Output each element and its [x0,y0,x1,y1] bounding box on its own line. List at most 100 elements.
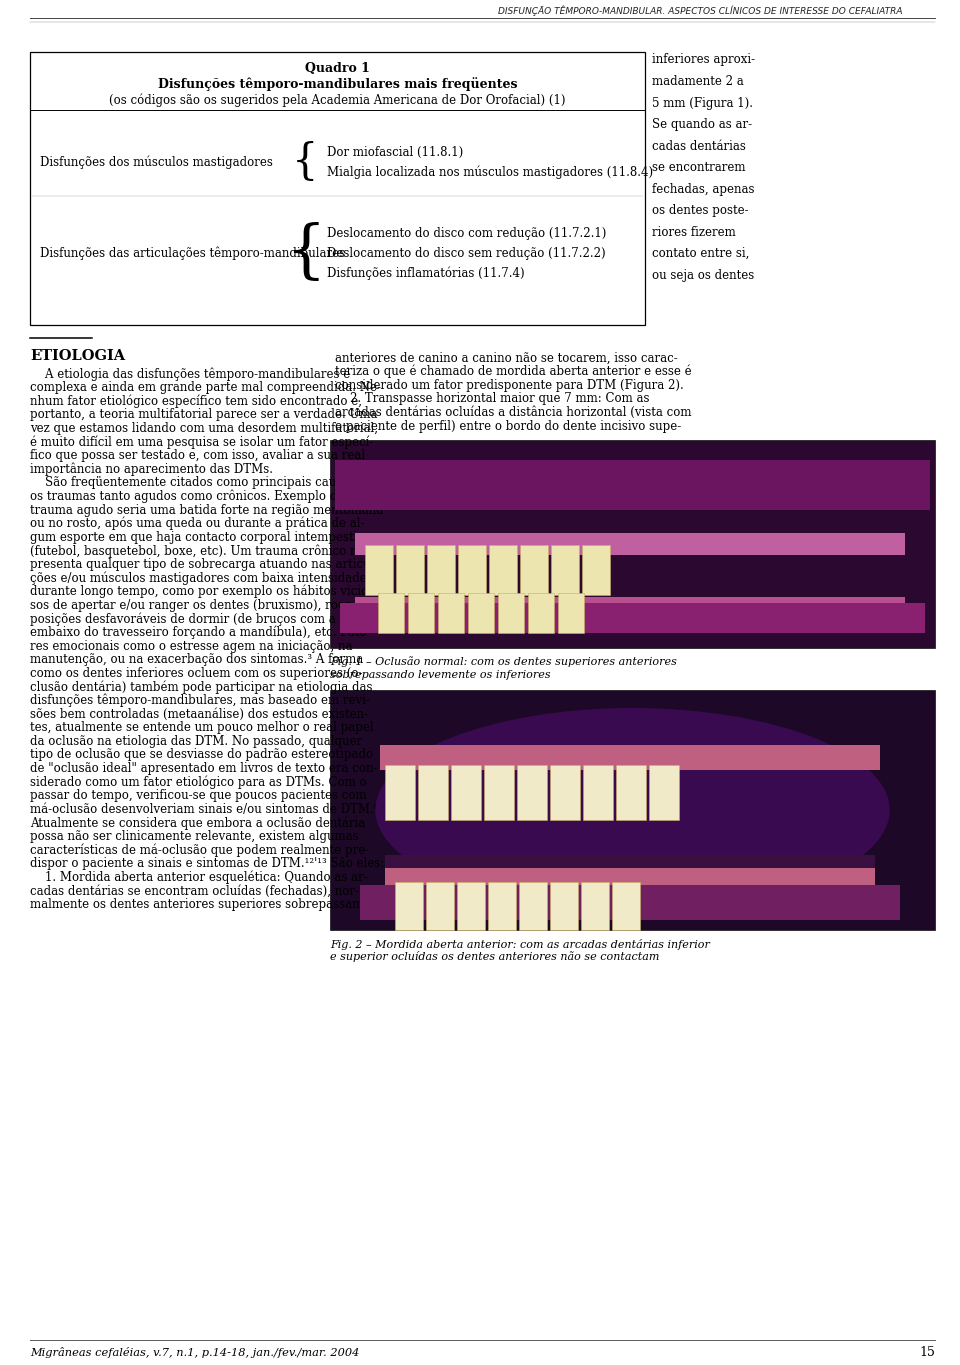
Text: sos de apertar e/ou ranger os dentes (bruxismo), roer unhas,: sos de apertar e/ou ranger os dentes (br… [30,599,394,612]
Text: riores fizerem: riores fizerem [652,225,735,239]
Text: durante longo tempo, como por exemplo os hábitos vicio-: durante longo tempo, como por exemplo os… [30,584,372,598]
Bar [340,603,925,633]
Text: fico que possa ser testado e, com isso, avaliar a sua real: fico que possa ser testado e, com isso, … [30,449,365,463]
Text: importância no aparecimento das DTMs.: importância no aparecimento das DTMs. [30,463,273,476]
Bar [418,764,448,820]
Text: Disfunções dos músculos mastigadores: Disfunções dos músculos mastigadores [40,156,273,169]
Text: é muito difícil em uma pesquisa se isolar um fator especí-: é muito difícil em uma pesquisa se isola… [30,435,373,449]
Text: 5 mm (Figura 1).: 5 mm (Figura 1). [652,97,753,109]
Text: clusão dentária) também pode participar na etiologia das: clusão dentária) também pode participar … [30,680,372,693]
Text: Quadro 1: Quadro 1 [305,61,370,75]
Bar [528,592,554,633]
Bar [457,882,485,930]
Bar [583,764,613,820]
Bar [385,868,875,890]
Text: Mialgia localizada nos músculos mastigadores (11.8.4): Mialgia localizada nos músculos mastigad… [327,165,653,179]
Bar [451,764,481,820]
Bar [408,592,434,633]
Text: DISFUNÇÃO TÊMPORO-MANDIBULAR. ASPECTOS CLÍNICOS DE INTERESSE DO CEFALIATRA: DISFUNÇÃO TÊMPORO-MANDIBULAR. ASPECTOS C… [497,5,902,16]
Bar [395,882,423,930]
Bar [355,532,905,556]
Text: se encontrarem: se encontrarem [652,161,746,173]
Text: Se quando as ar-: Se quando as ar- [652,117,752,131]
Bar [380,745,880,770]
Text: (os códigos são os sugeridos pela Academia Americana de Dor Orofacial) (1): (os códigos são os sugeridos pela Academ… [109,93,565,106]
Text: sobrepassando levemente os inferiores: sobrepassando levemente os inferiores [330,670,551,680]
Bar [330,440,935,648]
Bar [484,764,514,820]
Text: ou seja os dentes: ou seja os dentes [652,269,755,281]
Bar [612,882,640,930]
Bar [355,597,905,616]
Text: res emocionais como o estresse agem na iniciação, na: res emocionais como o estresse agem na i… [30,639,352,652]
Text: Fig. 2 – Mordida aberta anterior: com as arcadas dentárias inferior: Fig. 2 – Mordida aberta anterior: com as… [330,939,709,950]
Bar [517,764,547,820]
Bar [582,545,610,595]
Bar [551,545,579,595]
Text: madamente 2 a: madamente 2 a [652,75,744,87]
Text: Disfunções das articulações têmporo-mandibulares: Disfunções das articulações têmporo-mand… [40,246,346,259]
Text: passar do tempo, verificou-se que poucos pacientes com: passar do tempo, verificou-se que poucos… [30,789,367,803]
Text: 1. Mordida aberta anterior esquelética: Quando as ar-: 1. Mordida aberta anterior esquelética: … [30,871,368,885]
Text: teriza o que é chamado de mordida aberta anterior e esse é: teriza o que é chamado de mordida aberta… [335,364,691,378]
Bar [427,545,455,595]
Bar [385,764,415,820]
Text: Disfunções inflamatórias (11.7.4): Disfunções inflamatórias (11.7.4) [327,266,524,280]
Text: disfunções têmporo-mandibulares, mas baseado em revi-: disfunções têmporo-mandibulares, mas bas… [30,693,370,707]
Bar [360,885,900,920]
Ellipse shape [375,708,890,912]
Text: Migrâneas cefaléias, v.7, n.1, p.14-18, jan./fev./mar. 2004: Migrâneas cefaléias, v.7, n.1, p.14-18, … [30,1347,359,1358]
Text: cadas dentárias se encontram ocluídas (fechadas), nor-: cadas dentárias se encontram ocluídas (f… [30,885,359,897]
Text: 2. Transpasse horizontal maior que 7 mm: Com as: 2. Transpasse horizontal maior que 7 mm:… [335,392,650,405]
Text: os traumas tanto agudos como crônicos. Exemplo de um: os traumas tanto agudos como crônicos. E… [30,490,367,504]
Text: Deslocamento do disco sem redução (11.7.2.2): Deslocamento do disco sem redução (11.7.… [327,247,606,259]
Bar [520,545,548,595]
Text: vez que estamos lidando com uma desordem multifatorial,: vez que estamos lidando com uma desordem… [30,422,378,435]
Bar [498,592,524,633]
Text: e superior ocluídas os dentes anteriores não se contactam: e superior ocluídas os dentes anteriores… [330,951,660,962]
Text: 15: 15 [919,1346,935,1360]
Text: A etiologia das disfunções têmporo-mandibulares é: A etiologia das disfunções têmporo-mandi… [30,367,350,381]
Text: cadas dentárias: cadas dentárias [652,139,746,153]
Bar [519,882,547,930]
Bar [335,460,930,511]
Bar [330,689,935,930]
Text: características de má-oclusão que podem realmente pre-: características de má-oclusão que podem … [30,844,370,857]
Bar [365,545,393,595]
Text: manutenção, ou na exacerbação dos sintomas.³ A forma: manutenção, ou na exacerbação dos sintom… [30,652,363,666]
Text: o paciente de perfil) entre o bordo do dente incisivo supe-: o paciente de perfil) entre o bordo do d… [335,419,682,433]
Text: Deslocamento do disco com redução (11.7.2.1): Deslocamento do disco com redução (11.7.… [327,227,607,239]
Text: sões bem controladas (metaanálise) dos estudos existen-: sões bem controladas (metaanálise) dos e… [30,707,368,721]
Bar [558,592,584,633]
Text: contato entre si,: contato entre si, [652,247,750,259]
Text: complexa e ainda em grande parte mal compreendida. Ne-: complexa e ainda em grande parte mal com… [30,381,381,394]
Text: gum esporte em que haja contacto corporal intempestivo: gum esporte em que haja contacto corpora… [30,531,372,543]
Text: ETIOLOGIA: ETIOLOGIA [30,349,125,363]
Bar [458,545,486,595]
Bar [378,592,404,633]
Text: embaixo do travesseiro forçando a mandíbula), etc. Fato-: embaixo do travesseiro forçando a mandíb… [30,625,371,639]
Text: nhum fator etiológico específico tem sido encontrado e,: nhum fator etiológico específico tem sid… [30,394,362,408]
Text: Fig. 1 – Oclusão normal: com os dentes superiores anteriores: Fig. 1 – Oclusão normal: com os dentes s… [330,657,677,667]
Bar [426,882,454,930]
Text: siderado como um fator etiológico para as DTMs. Com o: siderado como um fator etiológico para a… [30,775,367,789]
Bar [489,545,517,595]
Bar [385,854,875,875]
Bar [649,764,679,820]
Text: tes, atualmente se entende um pouco melhor o real papel: tes, atualmente se entende um pouco melh… [30,721,373,734]
Bar [488,882,516,930]
Bar [581,882,609,930]
Bar [616,764,646,820]
Text: inferiores aproxi-: inferiores aproxi- [652,53,756,67]
Bar [550,764,580,820]
Text: como os dentes inferiores ocluem com os superiores (o-: como os dentes inferiores ocluem com os … [30,666,363,680]
Text: de "oclusão ideal" apresentado em livros de texto era con-: de "oclusão ideal" apresentado em livros… [30,762,377,775]
Text: Atualmente se considera que embora a oclusão dentária: Atualmente se considera que embora a ocl… [30,816,366,830]
Text: má-oclusão desenvolveriam sinais e/ou sintomas de DTM.⁸: má-oclusão desenvolveriam sinais e/ou si… [30,803,378,816]
Text: ções e/ou músculos mastigadores com baixa intensidade e: ções e/ou músculos mastigadores com baix… [30,571,377,584]
Text: São freqüentemente citados como principais causas: São freqüentemente citados como principa… [30,476,355,489]
Text: tipo de oclusão que se desviasse do padrão estereotipado: tipo de oclusão que se desviasse do padr… [30,748,373,762]
Bar [550,882,578,930]
Text: possa não ser clinicamente relevante, existem algumas: possa não ser clinicamente relevante, ex… [30,830,359,844]
Text: da oclusão na etiologia das DTM. No passado, qualquer: da oclusão na etiologia das DTM. No pass… [30,734,362,748]
